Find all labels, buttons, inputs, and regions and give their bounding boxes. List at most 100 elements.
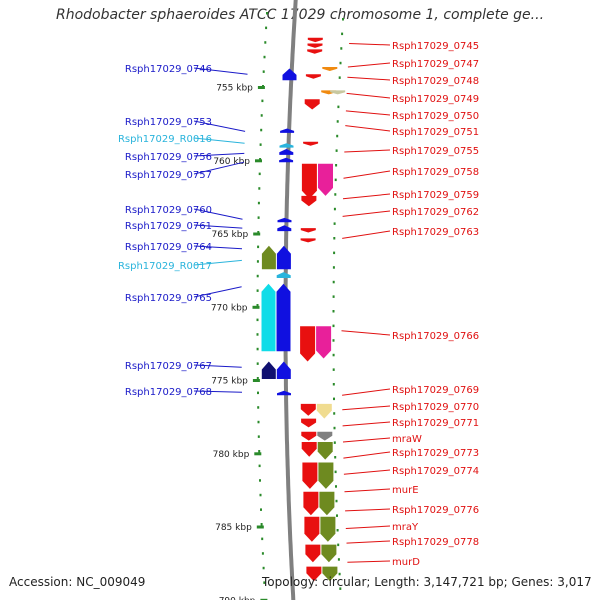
gene-arrow-down[interactable] bbox=[322, 566, 338, 582]
gene-arrow-up[interactable] bbox=[279, 157, 294, 163]
gene-arrow-up[interactable] bbox=[261, 245, 276, 270]
gene-arrow-down[interactable] bbox=[304, 99, 320, 110]
gene-arrow-down[interactable] bbox=[305, 544, 321, 563]
left-gene-label[interactable]: Rsph17029_0767 bbox=[125, 361, 212, 372]
gene-arrow-down[interactable] bbox=[319, 491, 335, 516]
gene-arrow-down[interactable] bbox=[303, 491, 319, 516]
gene-arrow-up[interactable] bbox=[277, 217, 292, 223]
right-gene-label[interactable]: Rsph17029_0759 bbox=[392, 190, 479, 201]
right-leader-line bbox=[342, 193, 391, 200]
left-gene-label[interactable]: Rsph17029_R0016 bbox=[118, 134, 212, 145]
gene-arrow-down[interactable] bbox=[318, 462, 334, 489]
gene-arrow-down[interactable] bbox=[317, 431, 333, 441]
gene-arrow-down[interactable] bbox=[316, 326, 332, 359]
track-dot bbox=[259, 479, 261, 482]
track-dot bbox=[256, 318, 259, 322]
gene-arrow-up[interactable] bbox=[276, 361, 291, 380]
right-gene-label[interactable]: Rsph17029_0749 bbox=[392, 94, 479, 105]
right-gene-label[interactable]: mraY bbox=[392, 522, 419, 533]
gene-arrow-down[interactable] bbox=[301, 195, 317, 207]
left-gene-label[interactable]: Rsph17029_0746 bbox=[125, 64, 212, 75]
track-dot bbox=[341, 32, 344, 36]
gene-arrow-down[interactable] bbox=[320, 516, 336, 542]
right-gene-label[interactable]: Rsph17029_0751 bbox=[392, 127, 479, 138]
right-gene-label[interactable]: Rsph17029_0776 bbox=[392, 505, 479, 516]
gene-arrow-down[interactable] bbox=[301, 418, 317, 428]
gene-arrow-down[interactable] bbox=[330, 90, 346, 95]
gene-arrow-up[interactable] bbox=[276, 283, 291, 352]
track-dot bbox=[333, 397, 335, 401]
gene-arrow-up[interactable] bbox=[279, 149, 294, 155]
gene-arrow-up[interactable] bbox=[276, 245, 291, 270]
right-gene-label[interactable]: mraW bbox=[392, 434, 422, 445]
gene-arrow-down[interactable] bbox=[316, 403, 332, 419]
right-gene-label[interactable]: murD bbox=[392, 557, 420, 568]
gene-arrow-up[interactable] bbox=[276, 272, 291, 278]
right-gene-label[interactable]: Rsph17029_0762 bbox=[392, 207, 479, 218]
gene-arrow-down[interactable] bbox=[318, 163, 333, 196]
gene-arrow-up[interactable] bbox=[277, 225, 292, 232]
scale-tick-label: 765 kbp bbox=[212, 230, 249, 240]
gene-arrow-up[interactable] bbox=[277, 390, 291, 396]
gene-arrow-down[interactable] bbox=[301, 431, 317, 441]
right-gene-label[interactable]: Rsph17029_0747 bbox=[392, 59, 479, 70]
right-gene-label[interactable]: Rsph17029_0745 bbox=[392, 41, 479, 52]
left-gene-label[interactable]: Rsph17029_0753 bbox=[125, 117, 212, 128]
right-gene-label[interactable]: Rsph17029_0763 bbox=[392, 227, 479, 238]
left-leader-line bbox=[193, 137, 245, 144]
track-dot bbox=[259, 493, 262, 497]
left-gene-label[interactable]: Rsph17029_0760 bbox=[125, 205, 212, 216]
gene-arrow-down[interactable] bbox=[306, 566, 322, 582]
scale-tick-label: 755 kbp bbox=[216, 84, 253, 94]
gene-arrow-down[interactable] bbox=[303, 141, 319, 146]
gene-arrow-down[interactable] bbox=[302, 462, 318, 489]
right-gene-label[interactable]: murE bbox=[392, 485, 419, 496]
gene-arrow-down[interactable] bbox=[305, 74, 321, 79]
track-dot bbox=[265, 26, 268, 30]
left-gene-label[interactable]: Rsph17029_R0017 bbox=[118, 261, 212, 272]
right-gene-label[interactable]: Rsph17029_0774 bbox=[392, 466, 479, 477]
track-dot bbox=[256, 274, 259, 278]
gene-arrow-down[interactable] bbox=[307, 43, 323, 48]
right-gene-label[interactable]: Rsph17029_0769 bbox=[392, 385, 479, 396]
left-gene-label[interactable]: Rsph17029_0765 bbox=[125, 293, 212, 304]
gene-arrow-down[interactable] bbox=[300, 403, 316, 416]
gene-arrow-up[interactable] bbox=[282, 68, 297, 81]
right-gene-label[interactable]: Rsph17029_0748 bbox=[392, 76, 479, 87]
left-gene-label[interactable]: Rsph17029_0761 bbox=[125, 221, 212, 232]
gene-arrow-down[interactable] bbox=[321, 544, 337, 563]
scale-tick bbox=[256, 525, 264, 529]
gene-arrow-down[interactable] bbox=[300, 326, 316, 362]
left-leader-line bbox=[193, 259, 242, 266]
scale-tick bbox=[257, 86, 265, 89]
gene-arrow-down[interactable] bbox=[301, 163, 317, 199]
gene-arrow-up[interactable] bbox=[280, 128, 295, 133]
right-gene-label[interactable]: Rsph17029_0755 bbox=[392, 146, 479, 157]
right-gene-label[interactable]: Rsph17029_0758 bbox=[392, 167, 479, 178]
right-gene-label[interactable]: Rsph17029_0750 bbox=[392, 111, 479, 122]
track-dot bbox=[336, 120, 339, 123]
left-gene-label[interactable]: Rsph17029_0764 bbox=[125, 242, 212, 253]
right-gene-label[interactable]: Rsph17029_0778 bbox=[392, 537, 479, 548]
gene-arrow-down[interactable] bbox=[300, 228, 316, 233]
gene-arrow-down[interactable] bbox=[307, 37, 323, 43]
track-dot bbox=[332, 324, 335, 328]
track-dot bbox=[256, 304, 259, 307]
gene-arrow-down[interactable] bbox=[317, 442, 333, 460]
gene-arrow-down[interactable] bbox=[322, 67, 338, 71]
left-gene-label[interactable]: Rsph17029_0768 bbox=[125, 387, 212, 398]
right-gene-label[interactable]: Rsph17029_0773 bbox=[392, 448, 479, 459]
right-gene-label[interactable]: Rsph17029_0766 bbox=[392, 331, 479, 342]
gene-arrow-down[interactable] bbox=[304, 516, 320, 542]
left-gene-label[interactable]: Rsph17029_0757 bbox=[125, 170, 212, 181]
right-gene-label[interactable]: Rsph17029_0771 bbox=[392, 418, 479, 429]
left-gene-label[interactable]: Rsph17029_0756 bbox=[125, 152, 212, 163]
gene-arrow-up[interactable] bbox=[261, 361, 276, 380]
gene-arrow-down[interactable] bbox=[301, 442, 317, 457]
gene-arrow-down[interactable] bbox=[307, 49, 323, 54]
gene-arrow-up[interactable] bbox=[279, 143, 294, 148]
right-gene-label[interactable]: Rsph17029_0770 bbox=[392, 402, 479, 413]
gene-arrow-up[interactable] bbox=[261, 283, 276, 352]
gene-arrow-down[interactable] bbox=[300, 238, 316, 243]
